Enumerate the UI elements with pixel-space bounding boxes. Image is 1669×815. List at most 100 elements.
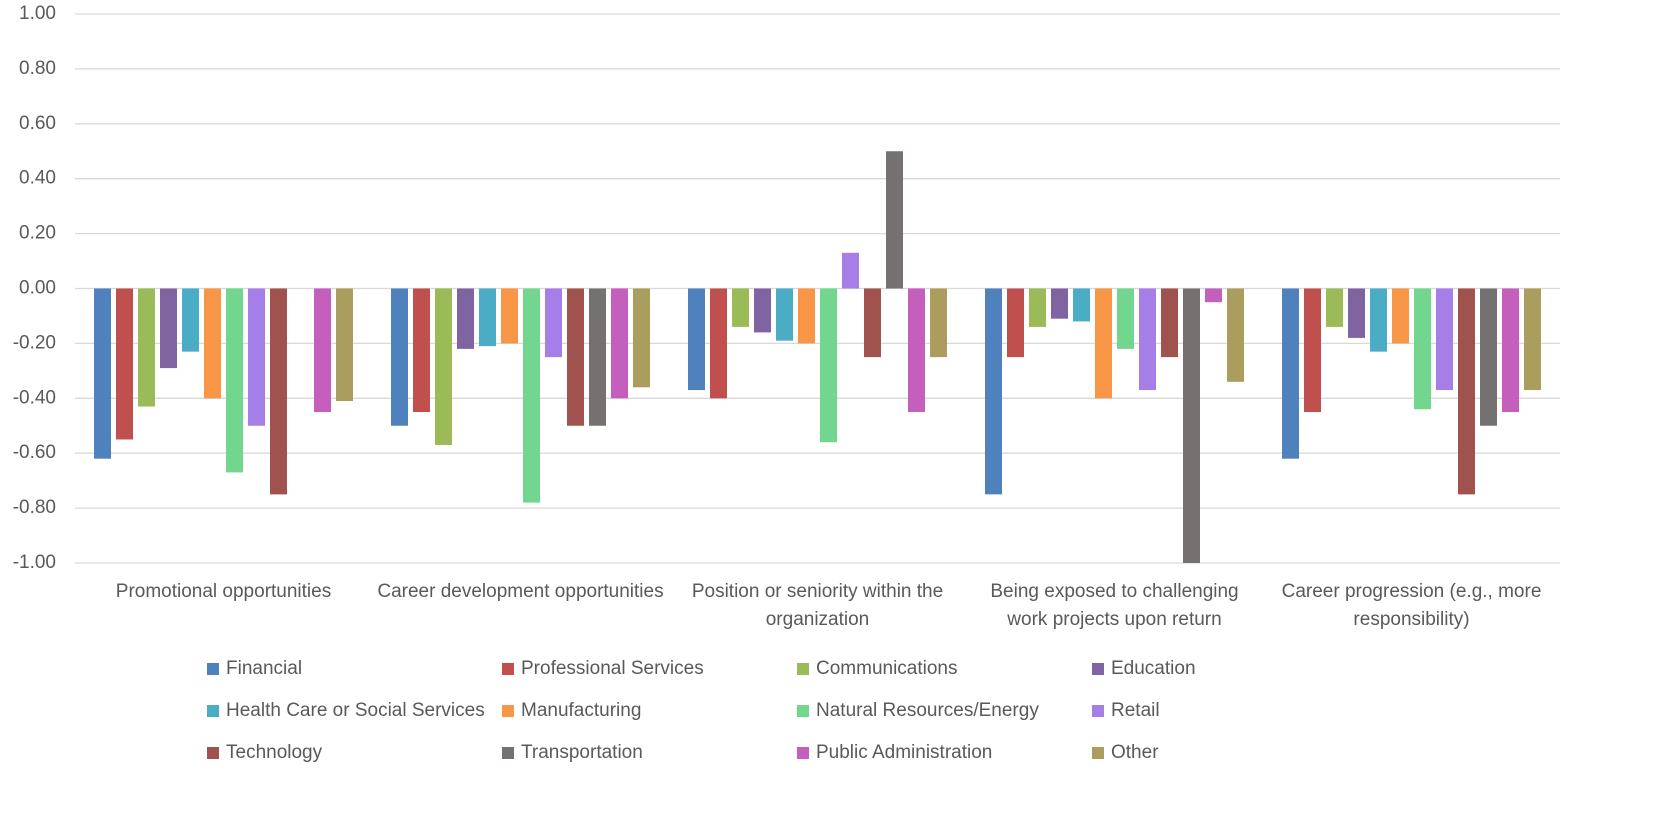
- bar: [611, 288, 628, 399]
- legend-swatch: [207, 747, 219, 759]
- bar: [688, 288, 705, 391]
- bar: [545, 288, 562, 358]
- bar: [1073, 288, 1090, 322]
- y-tick-label: 1.00: [19, 3, 56, 24]
- legend-label: Retail: [1111, 700, 1160, 721]
- legend-swatch: [1092, 663, 1104, 675]
- legend-swatch: [502, 705, 514, 717]
- bar: [1205, 288, 1222, 303]
- bar: [1095, 288, 1112, 399]
- bar: [985, 288, 1002, 495]
- legend-label: Manufacturing: [521, 700, 641, 721]
- legend-swatch: [797, 747, 809, 759]
- bar: [160, 288, 177, 369]
- legend-swatch: [502, 747, 514, 759]
- y-tick-label: 0.40: [19, 168, 56, 189]
- x-tick-label: Career development opportunities: [377, 581, 664, 602]
- bar: [1051, 288, 1068, 319]
- bar: [314, 288, 331, 413]
- bar: [116, 288, 133, 440]
- legend-label: Financial: [226, 658, 302, 679]
- bar: [435, 288, 452, 445]
- legend-label: Health Care or Social Services: [226, 700, 485, 721]
- legend-swatch: [1092, 747, 1104, 759]
- legend-label: Public Administration: [816, 742, 992, 763]
- bar: [820, 288, 837, 443]
- bar: [1326, 288, 1343, 327]
- y-tick-label: 0.00: [19, 278, 56, 299]
- legend-swatch: [1092, 705, 1104, 717]
- bar: [1414, 288, 1431, 410]
- x-tick-label: Position or seniority within the organiz…: [691, 581, 944, 630]
- bar: [1480, 288, 1497, 426]
- bar: [1348, 288, 1365, 338]
- bar: [1139, 288, 1156, 391]
- y-tick-label: 0.20: [19, 223, 56, 244]
- bar: [886, 151, 903, 289]
- bar: [567, 288, 584, 426]
- bar: [864, 288, 881, 358]
- bar: [391, 288, 408, 426]
- legend-swatch: [207, 705, 219, 717]
- y-tick-label: -0.40: [13, 387, 56, 408]
- bar: [908, 288, 925, 413]
- bar: [1524, 288, 1541, 391]
- bar: [589, 288, 606, 426]
- bar: [1282, 288, 1299, 459]
- bar: [1502, 288, 1519, 413]
- bar: [842, 252, 859, 289]
- y-tick-label: -0.60: [13, 442, 56, 463]
- bar: [94, 288, 111, 459]
- bar: [930, 288, 947, 358]
- legend-label: Education: [1111, 658, 1196, 679]
- x-tick-label: Being exposed to challenging work projec…: [990, 581, 1239, 630]
- y-tick-label: -1.00: [13, 552, 56, 573]
- bar: [1029, 288, 1046, 327]
- legend-swatch: [797, 705, 809, 717]
- bar: [138, 288, 155, 407]
- legend-label: Communications: [816, 658, 958, 679]
- legend-label: Technology: [226, 742, 323, 763]
- bar: [248, 288, 265, 426]
- bar: [523, 288, 540, 503]
- bar: [336, 288, 353, 402]
- bar: [413, 288, 430, 413]
- bar: [1370, 288, 1387, 352]
- bar: [1458, 288, 1475, 495]
- y-tick-label: 0.80: [19, 58, 56, 79]
- y-tick-label: -0.20: [13, 332, 56, 353]
- bar: [1227, 288, 1244, 382]
- bar: [501, 288, 518, 344]
- x-tick-label: Career progression (e.g., more responsib…: [1281, 581, 1542, 630]
- legend-label: Transportation: [521, 742, 643, 763]
- bar: [270, 288, 287, 495]
- bar: [479, 288, 496, 347]
- bar: [1007, 288, 1024, 358]
- bar: [776, 288, 793, 341]
- bar: [182, 288, 199, 352]
- legend-label: Other: [1111, 742, 1159, 763]
- bar: [798, 288, 815, 344]
- legend-swatch: [502, 663, 514, 675]
- bar: [1304, 288, 1321, 413]
- legend-label: Professional Services: [521, 658, 704, 679]
- bar: [457, 288, 474, 349]
- y-tick-label: 0.60: [19, 113, 56, 134]
- bar: [1436, 288, 1453, 391]
- x-tick-label: Promotional opportunities: [115, 581, 332, 602]
- bar: [633, 288, 650, 388]
- bar: [732, 288, 749, 327]
- bar: [1161, 288, 1178, 358]
- bar: [204, 288, 221, 399]
- legend-swatch: [797, 663, 809, 675]
- legend-label: Natural Resources/Energy: [816, 700, 1039, 721]
- legend-swatch: [207, 663, 219, 675]
- bar: [226, 288, 243, 473]
- bar: [1183, 288, 1200, 563]
- bar: [754, 288, 771, 333]
- bar: [710, 288, 727, 399]
- bar: [1392, 288, 1409, 344]
- bar: [1117, 288, 1134, 349]
